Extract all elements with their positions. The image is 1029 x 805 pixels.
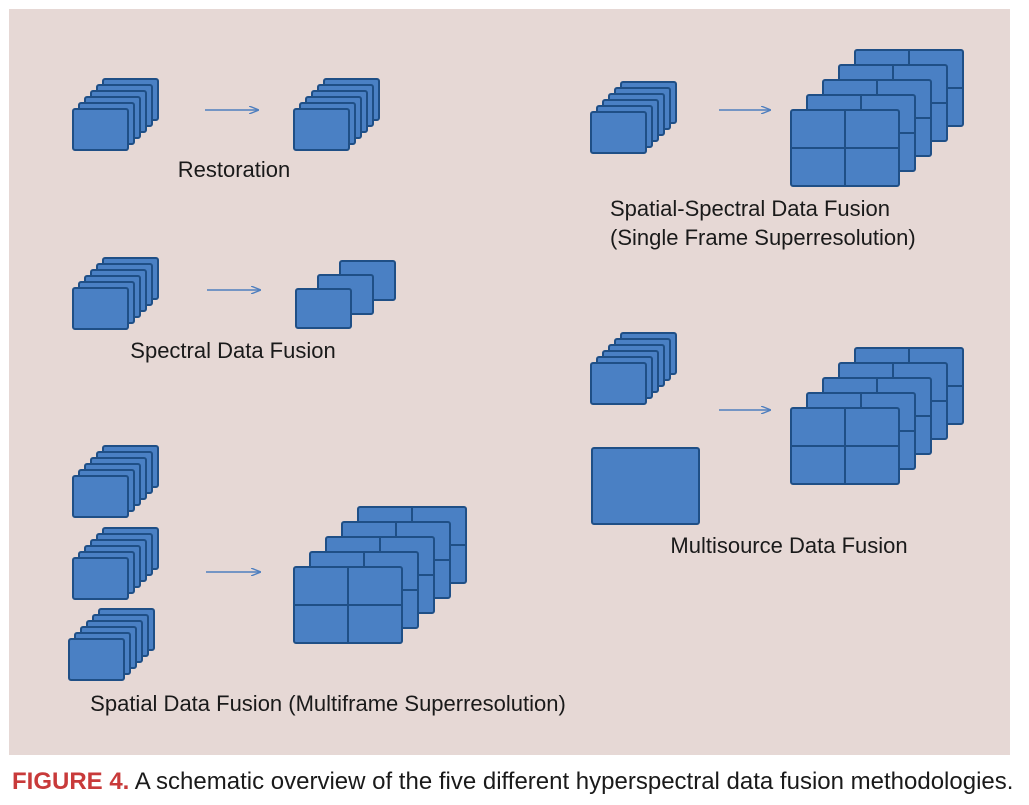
front-frame bbox=[590, 362, 647, 405]
front-frame bbox=[72, 287, 129, 330]
restoration-scheme: Restoration bbox=[72, 78, 380, 182]
multisource-scheme: Multisource Data Fusion bbox=[590, 332, 964, 558]
spatial-spectral-label-line1: Spatial-Spectral Data Fusion bbox=[610, 196, 890, 221]
multisource-label: Multisource Data Fusion bbox=[670, 533, 907, 558]
spectral-output-stack bbox=[295, 260, 396, 329]
restoration-label: Restoration bbox=[178, 157, 291, 182]
restoration-input-stack bbox=[72, 78, 159, 151]
multisource-input-stack bbox=[590, 332, 677, 405]
spatial-scheme: Spatial Data Fusion (Multiframe Superres… bbox=[68, 445, 566, 716]
front-frame bbox=[295, 288, 352, 329]
spatial-spectral-output-stack bbox=[790, 49, 964, 187]
caption-number: FIGURE 4. bbox=[12, 768, 129, 795]
front-frame bbox=[591, 447, 700, 525]
front-frame bbox=[72, 475, 129, 518]
spatial-label: Spatial Data Fusion (Multiframe Superres… bbox=[90, 691, 566, 716]
multisource-output-stack bbox=[790, 347, 964, 485]
spectral-label: Spectral Data Fusion bbox=[130, 338, 335, 363]
figure-caption: FIGURE 4. A schematic overview of the fi… bbox=[12, 768, 1013, 795]
spatial-spectral-label-line2: (Single Frame Superresolution) bbox=[610, 225, 916, 250]
front-frame bbox=[72, 108, 129, 151]
spatial-output-stack bbox=[293, 506, 467, 644]
front-frame bbox=[72, 557, 129, 600]
spectral-scheme: Spectral Data Fusion bbox=[72, 257, 396, 363]
caption-text: A schematic overview of the five differe… bbox=[129, 768, 1013, 795]
spatial-spectral-input-stack bbox=[590, 81, 677, 154]
spectral-input-stack bbox=[72, 257, 159, 330]
spatial-input-stack-1 bbox=[72, 445, 159, 518]
restoration-output-stack bbox=[293, 78, 380, 151]
multisource-input-frame bbox=[591, 447, 700, 525]
spatial-spectral-scheme: Spatial-Spectral Data Fusion (Single Fra… bbox=[590, 49, 964, 250]
front-frame bbox=[68, 638, 125, 681]
spatial-input-stack-3 bbox=[68, 608, 155, 681]
front-frame bbox=[293, 108, 350, 151]
spatial-input-stack-2 bbox=[72, 527, 159, 600]
front-frame bbox=[590, 111, 647, 154]
